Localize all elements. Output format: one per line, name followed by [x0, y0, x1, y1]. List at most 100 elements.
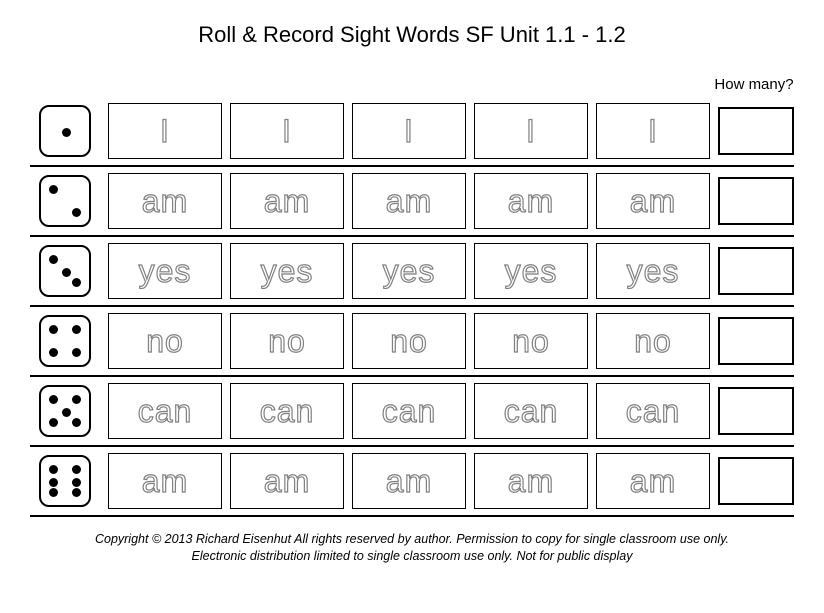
word-text: am [630, 465, 676, 497]
count-cell[interactable] [718, 107, 794, 155]
footer: Copyright © 2013 Richard Eisenhut All ri… [30, 531, 794, 565]
word-text: am [264, 185, 310, 217]
word-cell: yes [108, 243, 222, 299]
word-cell: yes [230, 243, 344, 299]
die-face-5 [39, 385, 91, 437]
word-text: I [404, 115, 414, 147]
die-face-1 [39, 105, 91, 157]
word-text: I [282, 115, 292, 147]
word-text: can [626, 395, 681, 427]
word-cell: can [596, 383, 710, 439]
word-cell: can [108, 383, 222, 439]
header-row: How many? [30, 76, 794, 93]
word-cell: yes [474, 243, 588, 299]
die-pip [72, 418, 81, 427]
word-cell: can [230, 383, 344, 439]
page-title: Roll & Record Sight Words SF Unit 1.1 - … [30, 22, 794, 48]
die-cell [30, 173, 100, 229]
word-cell: am [230, 173, 344, 229]
count-cell[interactable] [718, 247, 794, 295]
die-pip [72, 478, 81, 487]
die-cell [30, 103, 100, 159]
count-cell[interactable] [718, 177, 794, 225]
word-cell: I [474, 103, 588, 159]
word-cell: am [230, 453, 344, 509]
word-cell: yes [596, 243, 710, 299]
word-text: no [146, 325, 184, 357]
word-text: I [526, 115, 536, 147]
word-text: am [264, 465, 310, 497]
word-text: am [630, 185, 676, 217]
word-text: am [508, 465, 554, 497]
word-cell: no [352, 313, 466, 369]
word-cell: can [352, 383, 466, 439]
die-cell [30, 383, 100, 439]
worksheet-page: Roll & Record Sight Words SF Unit 1.1 - … [0, 0, 824, 575]
word-cell: am [108, 173, 222, 229]
word-cell: am [596, 173, 710, 229]
word-cell: am [108, 453, 222, 509]
word-cell: I [230, 103, 344, 159]
die-pip [72, 395, 81, 404]
die-pip [49, 488, 58, 497]
how-many-label: How many? [714, 76, 794, 93]
die-pip [72, 325, 81, 334]
footer-line-2: Electronic distribution limited to singl… [30, 548, 794, 565]
word-cell: am [474, 453, 588, 509]
word-text: no [268, 325, 306, 357]
worksheet-grid: IIIIIamamamamamyesyesyesyesyesnonononono… [30, 97, 794, 517]
word-text: I [160, 115, 170, 147]
word-text: yes [139, 255, 192, 287]
footer-line-1: Copyright © 2013 Richard Eisenhut All ri… [30, 531, 794, 548]
die-pip [49, 255, 58, 264]
word-text: yes [627, 255, 680, 287]
word-cell: no [230, 313, 344, 369]
worksheet-row: amamamamam [30, 447, 794, 517]
worksheet-row: IIIII [30, 97, 794, 167]
word-text: I [648, 115, 658, 147]
word-text: can [260, 395, 315, 427]
word-cell: am [352, 173, 466, 229]
die-pip [49, 325, 58, 334]
die-pip [72, 465, 81, 474]
word-cell: yes [352, 243, 466, 299]
word-text: am [508, 185, 554, 217]
die-pip [62, 408, 71, 417]
word-cell: I [596, 103, 710, 159]
die-pip [49, 478, 58, 487]
word-text: can [138, 395, 193, 427]
word-text: am [142, 465, 188, 497]
die-cell [30, 243, 100, 299]
die-face-6 [39, 455, 91, 507]
word-cell: I [108, 103, 222, 159]
die-pip [72, 348, 81, 357]
die-cell [30, 453, 100, 509]
worksheet-row: nonononono [30, 307, 794, 377]
die-pip [49, 348, 58, 357]
die-pip [62, 268, 71, 277]
worksheet-row: yes yes yes yes yes [30, 237, 794, 307]
word-cell: no [596, 313, 710, 369]
word-text: am [142, 185, 188, 217]
word-text: am [386, 185, 432, 217]
count-cell[interactable] [718, 457, 794, 505]
worksheet-row: am am am am am [30, 167, 794, 237]
die-pip [72, 278, 81, 287]
die-pip [62, 128, 71, 137]
word-cell: no [108, 313, 222, 369]
die-pip [49, 465, 58, 474]
word-text: can [504, 395, 559, 427]
word-text: no [634, 325, 672, 357]
die-face-4 [39, 315, 91, 367]
die-pip [49, 185, 58, 194]
count-cell[interactable] [718, 317, 794, 365]
word-cell: I [352, 103, 466, 159]
word-text: yes [505, 255, 558, 287]
die-face-3 [39, 245, 91, 297]
die-pip [72, 208, 81, 217]
word-text: yes [261, 255, 314, 287]
count-cell[interactable] [718, 387, 794, 435]
word-cell: can [474, 383, 588, 439]
die-pip [72, 488, 81, 497]
die-face-2 [39, 175, 91, 227]
